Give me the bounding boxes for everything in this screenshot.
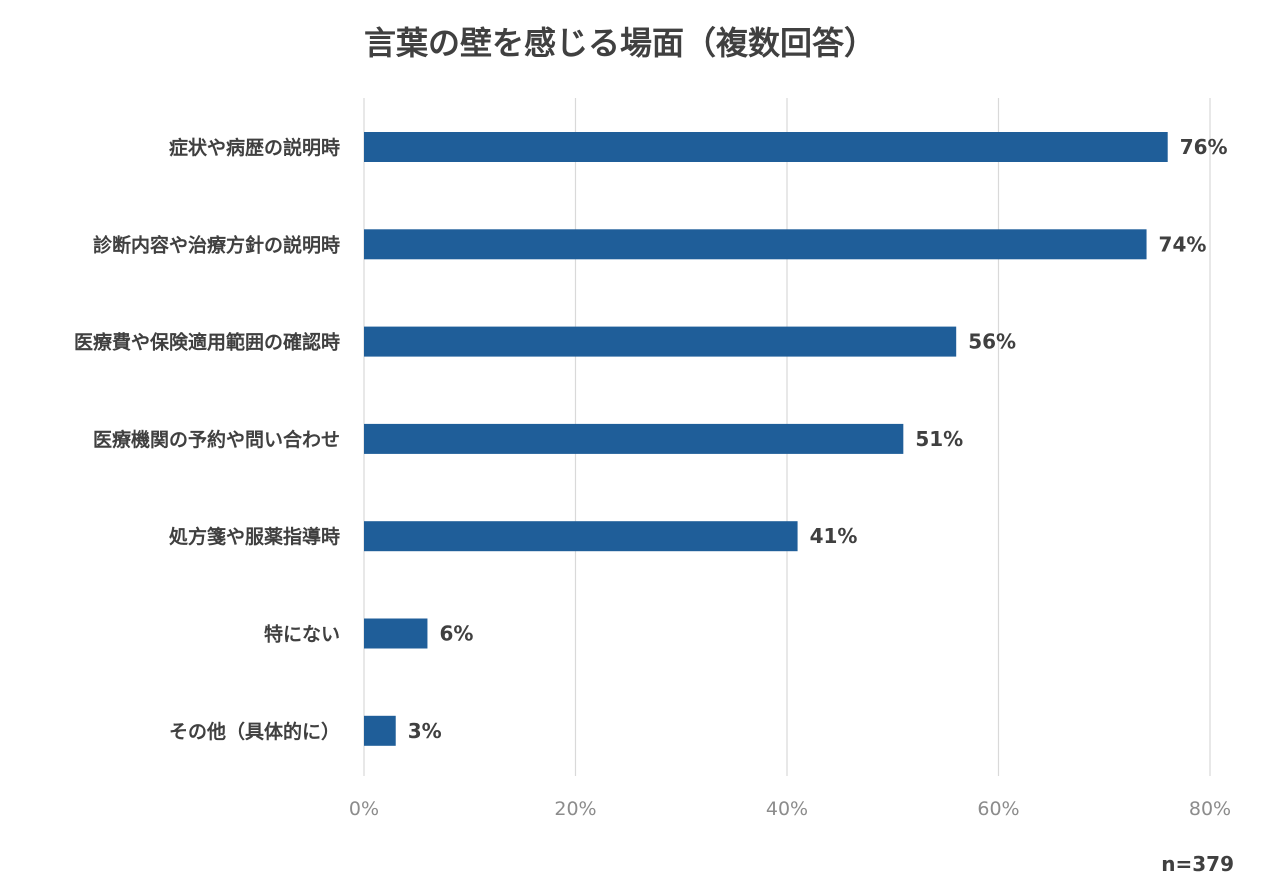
category-label: 症状や病歴の説明時 bbox=[169, 136, 340, 159]
x-tick-label: 60% bbox=[977, 798, 1019, 820]
value-label: 41% bbox=[810, 524, 858, 548]
category-label: 医療費や保険適用範囲の確認時 bbox=[74, 331, 340, 354]
sample-size: n=379 bbox=[1161, 852, 1234, 876]
labels: 0% 20% 40% 60% 80% 症状や病歴の説明時 76% 診断内容や治療方針の説明時 7… bbox=[74, 135, 1231, 820]
bar bbox=[364, 521, 798, 552]
bars bbox=[364, 132, 1168, 746]
category-label: その他（具体的に） bbox=[169, 720, 340, 743]
bar bbox=[364, 618, 428, 649]
value-label: 74% bbox=[1159, 232, 1207, 256]
chart-title: 言葉の壁を感じる場面（複数回答） bbox=[363, 24, 876, 62]
bar bbox=[364, 132, 1168, 162]
bar bbox=[364, 715, 396, 746]
x-tick-label: 80% bbox=[1189, 798, 1231, 820]
category-label: 医療機関の予約や問い合わせ bbox=[93, 428, 340, 451]
bar bbox=[364, 229, 1147, 260]
value-label: 51% bbox=[915, 427, 963, 451]
value-label: 56% bbox=[968, 330, 1016, 354]
category-label: 処方箋や服薬指導時 bbox=[169, 525, 340, 548]
x-tick-label: 40% bbox=[766, 798, 808, 820]
value-label: 76% bbox=[1180, 135, 1228, 159]
bar bbox=[364, 423, 904, 454]
bar bbox=[364, 326, 957, 357]
x-tick-label: 0% bbox=[349, 798, 379, 820]
value-label: 6% bbox=[439, 622, 473, 646]
category-label: 特にない bbox=[264, 624, 340, 646]
x-tick-label: 20% bbox=[554, 798, 596, 820]
value-label: 3% bbox=[408, 719, 442, 743]
category-label: 診断内容や治療方針の説明時 bbox=[93, 233, 340, 256]
